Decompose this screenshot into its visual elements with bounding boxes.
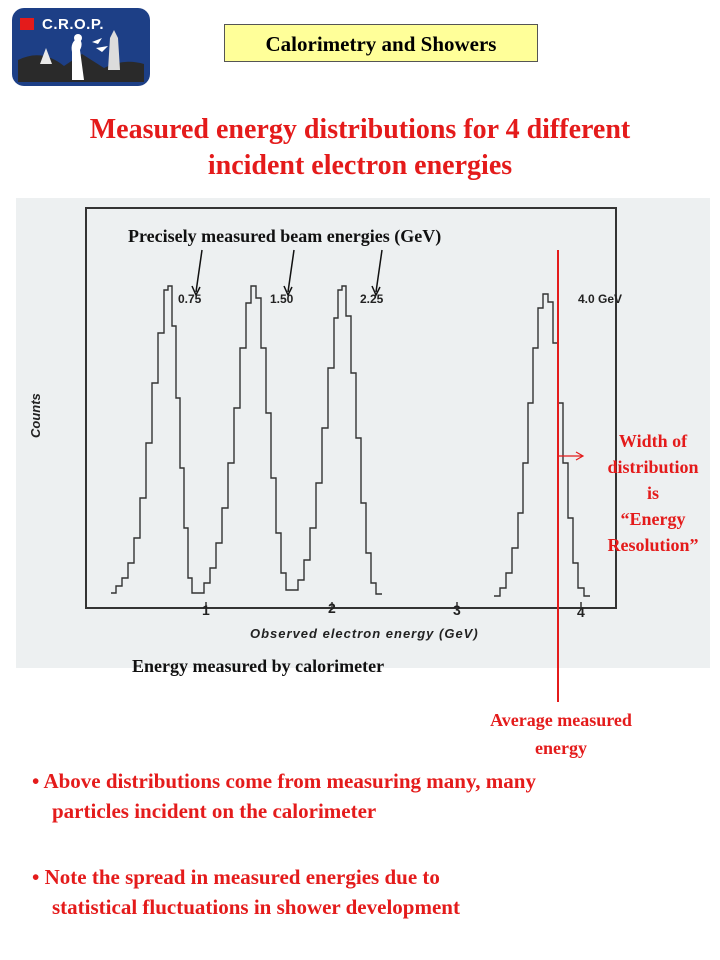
peak-4.0-histogram (494, 293, 590, 597)
calorimeter-energy-label: Energy measured by calorimeter (132, 656, 385, 676)
x-tick-1: 1 (202, 602, 210, 618)
logo-text: C.R.O.P. (42, 16, 105, 33)
x-tick-2: 2 (328, 600, 336, 616)
peak-1.50-histogram (198, 285, 292, 594)
bullet-1-line-2: particles incident on the calorimeter (52, 799, 377, 823)
average-note-line-2: energy (535, 738, 587, 758)
bullet-2-line-1: • Note the spread in measured energies d… (32, 865, 440, 889)
slide-headline: Measured energy distributions for 4 diff… (20, 112, 700, 184)
bullet-2-line-2: statistical fluctuations in shower devel… (52, 895, 460, 919)
headline-line-1: Measured energy distributions for 4 diff… (89, 114, 631, 145)
headline-line-2: incident electron energies (207, 150, 513, 181)
width-note-line-3: is (646, 483, 659, 503)
average-note: Average measured energy (450, 706, 672, 762)
section-title: Calorimetry and Showers (224, 24, 538, 62)
peak-label-2.25: 2.25 (360, 292, 384, 306)
crop-logo: C.R.O.P. (12, 8, 150, 86)
x-tick-4: 4 (577, 604, 585, 620)
bullet-2: • Note the spread in measured energies d… (32, 862, 692, 922)
bullet-1: • Above distributions come from measurin… (32, 766, 692, 826)
peak-label-0.75: 0.75 (178, 292, 202, 306)
width-note-line-1: Width of (618, 431, 688, 451)
y-axis-label: Counts (28, 393, 43, 438)
x-axis-label: Observed electron energy (GeV) (250, 626, 479, 641)
width-note-line-4: “Energy (620, 509, 686, 529)
beam-energy-label: Precisely measured beam energies (GeV) (128, 226, 442, 246)
average-note-line-1: Average measured (490, 710, 632, 730)
peak-0.75-histogram (111, 285, 198, 594)
energy-distribution-figure: Precisely measured beam energies (GeV) 0… (16, 198, 710, 676)
bullet-1-line-1: • Above distributions come from measurin… (32, 769, 536, 793)
width-note: Width of distribution is “Energy Resolut… (586, 428, 720, 558)
average-energy-line (557, 250, 559, 702)
width-note-line-2: distribution (607, 457, 699, 477)
histogram-plot (85, 207, 617, 609)
logo-graphic (18, 18, 144, 82)
peak-label-1.50: 1.50 (270, 292, 294, 306)
peak-label-4.0: 4.0 GeV (578, 292, 623, 306)
width-note-line-5: Resolution” (607, 535, 699, 555)
x-tick-3: 3 (453, 602, 461, 618)
peak-2.25-histogram (292, 285, 382, 595)
plot-frame (85, 207, 617, 609)
